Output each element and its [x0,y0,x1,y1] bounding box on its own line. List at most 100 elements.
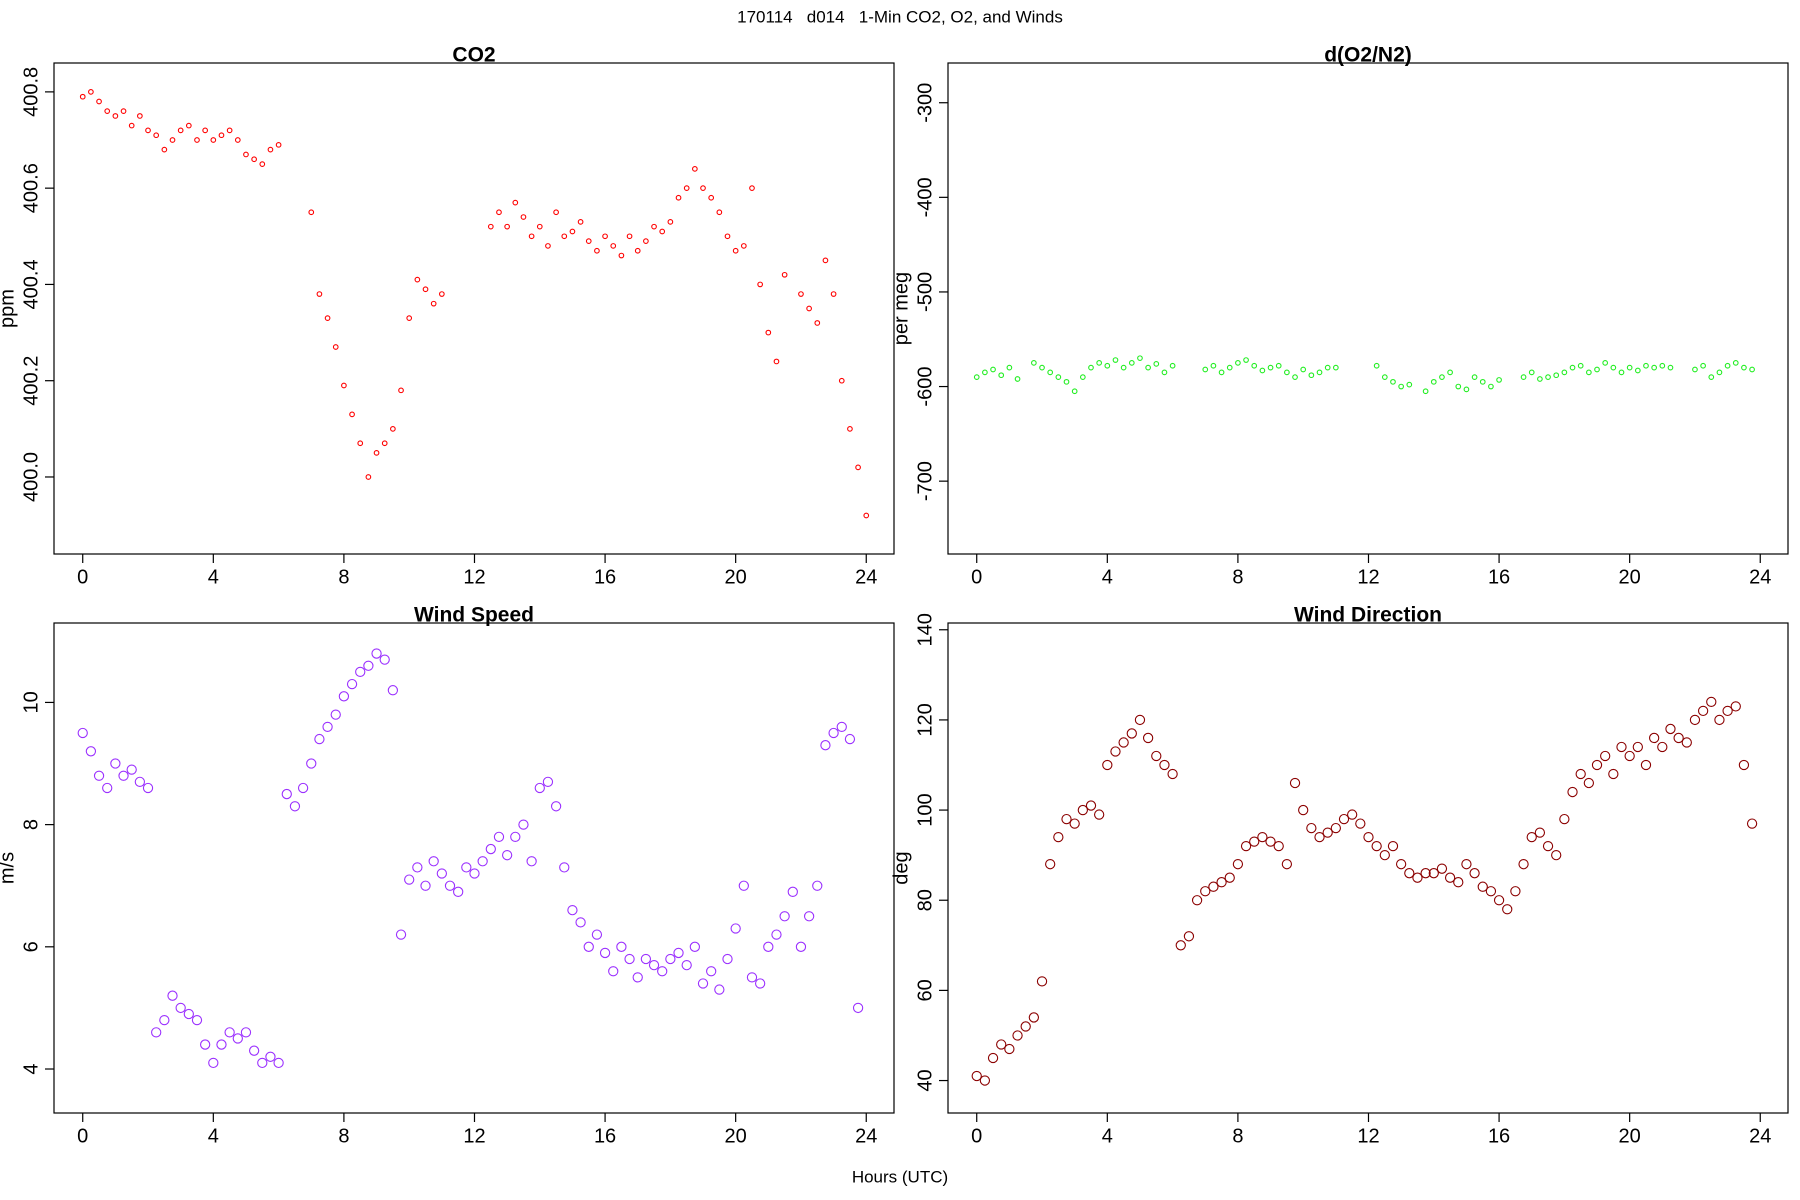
point [120,108,127,114]
point [1224,872,1235,883]
point [1161,369,1168,376]
point [667,219,674,225]
point [1706,696,1717,708]
point [134,776,146,788]
point [1453,877,1464,888]
point [812,880,823,891]
point [1232,859,1244,870]
point [1724,362,1731,369]
point [240,1027,252,1038]
point [414,276,421,283]
point [732,247,739,254]
point [161,146,168,153]
point [1398,383,1404,390]
point [363,660,374,671]
point [996,1039,1007,1050]
point [1235,360,1241,366]
point [1314,831,1325,843]
point [1526,831,1537,843]
point [194,137,200,143]
point [297,782,309,794]
x-tick-label: 4 [208,1125,219,1147]
point [1412,872,1423,883]
point [836,721,847,733]
x-tick-label: 8 [1232,566,1243,588]
point [1406,381,1413,388]
x-tick-label: 16 [1488,566,1510,588]
y-tick-label: 400.4 [20,259,42,309]
point [1191,895,1203,906]
point [93,770,105,781]
point [806,305,812,312]
point [765,329,772,336]
plot-frame [53,62,895,555]
point [1461,859,1472,870]
point [550,801,562,812]
x-tick-label: 20 [725,566,747,588]
x-axis-label: Hours (UTC) [852,1167,948,1186]
point [1700,362,1706,369]
point [1591,759,1603,771]
point [787,886,798,897]
point [1306,822,1317,834]
point [852,1002,864,1014]
point [706,966,717,977]
point [634,247,641,254]
point [1479,378,1486,385]
point [1069,818,1080,829]
point [585,238,592,244]
point [1292,374,1298,380]
x-tick-label: 16 [1488,1125,1510,1147]
point [341,382,347,389]
point [746,972,758,983]
point [1657,741,1668,753]
point [692,166,698,172]
point [987,1052,999,1064]
point [1455,383,1462,390]
point [1404,868,1415,879]
point [485,843,496,855]
point [1112,357,1119,363]
point [1567,786,1578,798]
point [724,233,731,240]
point [1463,386,1470,393]
point [798,291,804,297]
point [167,990,178,1001]
point [200,1039,211,1050]
point [763,941,774,952]
point [243,151,249,158]
point [404,874,415,885]
point [422,286,429,293]
point [512,199,519,206]
point [838,377,845,384]
point [1665,723,1676,735]
point [1608,768,1619,780]
panel-title: Wind Direction [1294,604,1442,627]
point [1428,868,1439,879]
point [553,209,559,216]
point [1063,378,1070,385]
point [159,1014,170,1026]
point [844,733,856,745]
y-tick-label: 120 [914,703,936,736]
point [381,440,388,447]
point [542,776,554,788]
point [175,1002,186,1014]
point [1477,881,1488,892]
y-tick-label: 10 [20,691,42,713]
point [1137,355,1143,362]
y-tick-label: 60 [914,979,936,1001]
point [379,654,390,665]
point [1648,732,1660,744]
point [1626,364,1633,371]
point [754,978,766,989]
point [561,233,568,240]
point [990,366,996,373]
point [234,137,241,143]
point [1142,732,1154,744]
point [591,929,603,940]
point [510,831,521,842]
point [1332,364,1339,371]
point [1284,369,1290,376]
y-axis-label: per meg [890,272,912,345]
